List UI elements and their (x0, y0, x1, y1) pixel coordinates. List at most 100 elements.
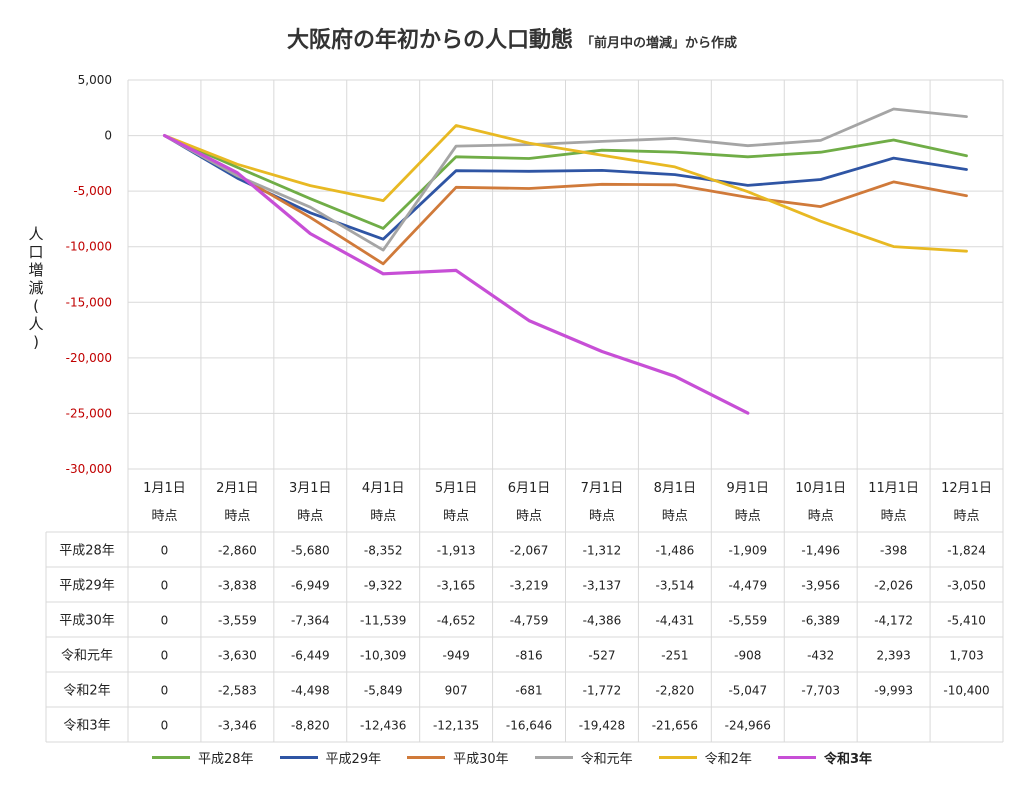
y-tick-label: -20,000 (66, 351, 112, 365)
legend-item: 平成28年 (152, 748, 254, 767)
table-row-header: 令和2年 (63, 684, 110, 699)
table-cell: -4,498 (291, 684, 330, 698)
series-line (163, 107, 968, 252)
table-cell: -2,860 (218, 544, 257, 558)
table-cell: -4,172 (874, 614, 913, 628)
table-cell: -3,050 (947, 579, 986, 593)
x-tick-label: 3月1日 (289, 481, 332, 496)
table-cell: -7,364 (291, 614, 330, 628)
legend-swatch (152, 756, 190, 759)
series-line (163, 124, 968, 253)
table-cell: -949 (443, 649, 470, 663)
series-line (163, 134, 968, 230)
table-cell: -10,400 (943, 684, 989, 698)
legend-swatch (407, 756, 446, 759)
table-cell: -527 (588, 649, 615, 663)
legend-item: 平成29年 (279, 748, 381, 767)
x-tick-label-sub: 時点 (224, 509, 250, 524)
table-cell: -8,352 (364, 544, 403, 558)
y-tick-label: -5,000 (73, 184, 112, 198)
x-tick-label-sub: 時点 (881, 509, 907, 524)
table-cell: -5,559 (728, 614, 767, 628)
x-tick-label-sub: 時点 (589, 509, 615, 524)
table-cell: -8,820 (291, 719, 330, 733)
table-cell: -816 (515, 649, 542, 663)
table-cell: -12,135 (433, 719, 479, 733)
x-tick-label-sub: 時点 (297, 509, 323, 524)
x-tick-label: 9月1日 (727, 481, 770, 496)
table-cell: 0 (161, 579, 169, 593)
legend-item: 令和3年 (777, 748, 872, 767)
y-tick-label: -25,000 (66, 406, 112, 420)
table-cell: -4,759 (510, 614, 549, 628)
series-line (162, 134, 750, 415)
x-tick-label: 7月1日 (581, 481, 624, 496)
table-cell: -3,165 (437, 579, 476, 593)
table-cell: -1,496 (801, 544, 840, 558)
y-tick-label: -15,000 (66, 295, 112, 309)
chart-subtitle: 「前月中の増減」から作成 (581, 36, 738, 51)
x-tick-label: 8月1日 (654, 481, 697, 496)
table-cell: -1,486 (656, 544, 695, 558)
x-tick-label: 12月1日 (941, 481, 992, 496)
table-cell: -6,449 (291, 649, 330, 663)
table-cell: -3,346 (218, 719, 257, 733)
x-tick-label: 1月1日 (143, 481, 186, 496)
table-cell: -432 (807, 649, 834, 663)
y-tick-label: 0 (104, 129, 112, 143)
table-cell: 907 (445, 684, 468, 698)
table-cell: -398 (880, 544, 907, 558)
table-cell: 2,393 (876, 649, 910, 663)
table-cell: -6,949 (291, 579, 330, 593)
x-tick-label: 5月1日 (435, 481, 478, 496)
legend-item: 令和元年 (534, 748, 633, 767)
legend-swatch (534, 756, 573, 759)
table-cell: -16,646 (506, 719, 552, 733)
y-tick-label: 5,000 (78, 73, 112, 87)
table-cell: -1,312 (583, 544, 622, 558)
table-cell: -5,410 (947, 614, 986, 628)
table-cell: -21,656 (652, 719, 698, 733)
table-cell: -7,703 (801, 684, 840, 698)
table-row-header: 令和元年 (61, 649, 113, 664)
table-cell: -4,652 (437, 614, 476, 628)
table-row-header: 平成29年 (59, 579, 115, 594)
table-cell: -5,680 (291, 544, 330, 558)
table-cell: -3,630 (218, 649, 257, 663)
x-tick-label-sub: 時点 (808, 509, 834, 524)
chart-title: 大阪府の年初からの人口動態 (286, 28, 573, 53)
table-row-header: 平成30年 (59, 614, 115, 629)
table-cell: -6,389 (801, 614, 840, 628)
table-cell: -1,772 (583, 684, 622, 698)
table-cell: -3,559 (218, 614, 257, 628)
table-cell: -19,428 (579, 719, 625, 733)
series-line (163, 134, 968, 266)
x-tick-label: 2月1日 (216, 481, 259, 496)
table-cell: -2,820 (656, 684, 695, 698)
x-tick-label: 10月1日 (795, 481, 846, 496)
x-tick-label-sub: 時点 (662, 509, 688, 524)
legend-label: 平成28年 (198, 752, 254, 767)
line-chart: 5,000 0 -5,000 -10,000 -15,000 -20,000 -25,000… (45, 73, 1004, 743)
legend-label: 令和3年 (823, 752, 872, 767)
x-tick-label-sub: 時点 (443, 509, 469, 524)
table-cell: -2,026 (874, 579, 913, 593)
legend-label: 令和元年 (580, 752, 633, 767)
table-cell: -3,956 (801, 579, 840, 593)
table-cell: -12,436 (360, 719, 406, 733)
table-cell: -3,514 (656, 579, 695, 593)
series-line (163, 134, 968, 241)
table-cell: -9,322 (364, 579, 403, 593)
x-tick-label: 11月1日 (868, 481, 919, 496)
y-axis-label: 人口増減(人) (28, 225, 44, 351)
legend-label: 平成30年 (453, 752, 509, 767)
legend-swatch (777, 756, 816, 759)
legend-swatch (279, 756, 318, 759)
table-cell: -5,849 (364, 684, 403, 698)
table-cell: 0 (161, 649, 169, 663)
table-cell: -4,479 (728, 579, 767, 593)
x-tick-label: 6月1日 (508, 481, 551, 496)
x-tick-label-sub: 時点 (151, 509, 177, 524)
table-cell: -11,539 (360, 614, 406, 628)
table-cell: -681 (515, 684, 542, 698)
